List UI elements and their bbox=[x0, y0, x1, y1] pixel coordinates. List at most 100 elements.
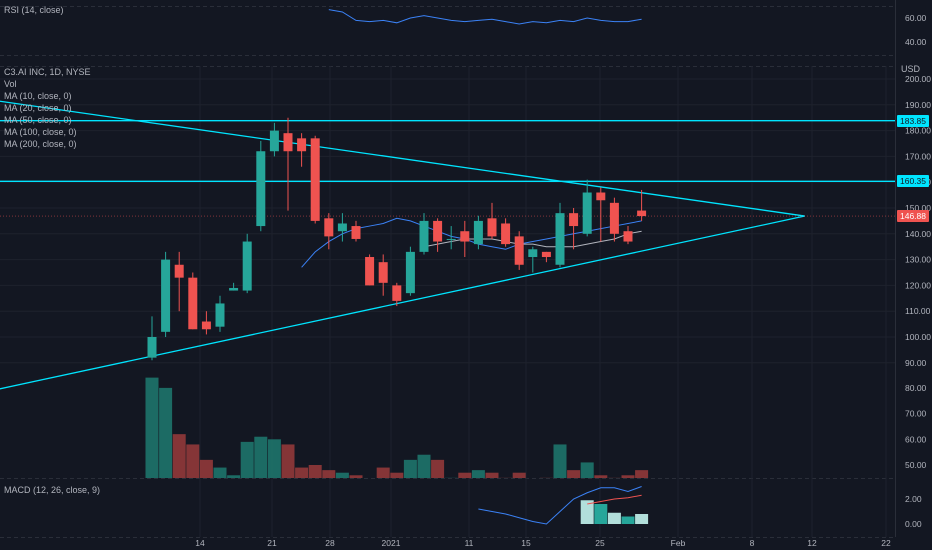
volume-bar bbox=[267, 439, 281, 478]
x-axis-label: 12 bbox=[807, 538, 817, 548]
price-tick-label: 190.00 bbox=[905, 100, 931, 110]
price-tick-label: 120.00 bbox=[905, 280, 931, 290]
candle-body bbox=[351, 226, 361, 239]
candle-body bbox=[310, 138, 320, 221]
price-tick-label: 130.00 bbox=[905, 255, 931, 265]
price-tick-label: 140.00 bbox=[905, 229, 931, 239]
rsi-tick-label: 60.00 bbox=[905, 13, 927, 23]
macd-tick-label: 0.00 bbox=[905, 519, 922, 529]
macd-signal-line bbox=[587, 494, 642, 505]
x-axis-label: 22 bbox=[881, 538, 891, 548]
x-axis-label: 8 bbox=[750, 538, 755, 548]
candle-body bbox=[229, 287, 239, 291]
volume-bar bbox=[145, 377, 159, 478]
trendline-resistance bbox=[0, 100, 805, 217]
macd-histogram-bar bbox=[607, 512, 621, 524]
vol-legend: Vol bbox=[4, 79, 17, 89]
candle-body bbox=[555, 213, 565, 265]
x-axis-label: 2021 bbox=[382, 538, 401, 548]
volume-bar bbox=[431, 459, 445, 478]
volume-bar bbox=[403, 459, 417, 478]
candle-body bbox=[405, 251, 415, 294]
volume-bar bbox=[471, 470, 485, 478]
volume-bar bbox=[390, 472, 404, 478]
candle-body bbox=[147, 337, 157, 358]
volume-bar bbox=[186, 444, 200, 478]
volume-bar bbox=[227, 475, 241, 478]
candle-body bbox=[161, 259, 171, 332]
macd-legend: MACD (12, 26, close, 9) bbox=[4, 485, 101, 495]
candle-body bbox=[609, 202, 619, 234]
candle-body bbox=[188, 277, 198, 330]
candle-body bbox=[283, 133, 293, 152]
volume-bar bbox=[580, 462, 594, 478]
volume-tick-label: 60.00 bbox=[905, 434, 927, 444]
x-axis-label: 25 bbox=[595, 538, 605, 548]
volume-bar bbox=[376, 467, 390, 478]
volume-tick-label: 80.00 bbox=[905, 383, 927, 393]
candle-body bbox=[419, 220, 429, 252]
price-tag-last: 146.88 bbox=[897, 210, 929, 222]
candle-body bbox=[365, 257, 375, 286]
macd-tick-label: 2.00 bbox=[905, 494, 922, 504]
candle-body bbox=[378, 262, 388, 283]
volume-bar bbox=[512, 472, 526, 478]
rsi-tick-label: 40.00 bbox=[905, 37, 927, 47]
candle-body bbox=[256, 151, 266, 227]
currency-label: USD bbox=[900, 64, 920, 74]
candle-body bbox=[392, 285, 402, 301]
macd-histogram-bar bbox=[594, 504, 608, 524]
x-axis-label: 14 bbox=[195, 538, 205, 548]
volume-bar bbox=[308, 465, 322, 478]
price-tick-label: 180.00 bbox=[905, 126, 931, 136]
price-tag-upper-line: 183.85 bbox=[897, 115, 929, 127]
volume-tick-label: 50.00 bbox=[905, 460, 927, 470]
candle-body bbox=[433, 220, 443, 242]
macd-histogram-bar bbox=[621, 516, 635, 524]
candle-body bbox=[596, 192, 606, 201]
candle-body bbox=[514, 236, 524, 265]
price-tick-label: 110.00 bbox=[905, 306, 931, 316]
volume-bar bbox=[635, 470, 649, 478]
symbol-legend: C3.AI INC, 1D, NYSE bbox=[4, 67, 91, 77]
price-tick-label: 170.00 bbox=[905, 151, 931, 161]
candle-body bbox=[460, 231, 470, 242]
macd-histogram-bar bbox=[635, 514, 649, 524]
candle-body bbox=[501, 223, 511, 245]
candle-body bbox=[201, 321, 211, 330]
candle-body bbox=[473, 220, 483, 245]
ma200-legend: MA (200, close, 0) bbox=[4, 139, 77, 149]
ma-line-alt bbox=[423, 230, 642, 248]
price-tick-label: 100.00 bbox=[905, 332, 931, 342]
candle-body bbox=[582, 192, 592, 234]
candle-body bbox=[324, 218, 334, 237]
candle-body bbox=[487, 218, 497, 237]
volume-tick-label: 70.00 bbox=[905, 409, 927, 419]
candle-body bbox=[174, 264, 184, 278]
macd-line bbox=[478, 486, 642, 525]
x-axis-label: Feb bbox=[671, 538, 686, 548]
volume-bar bbox=[295, 467, 309, 478]
volume-bar bbox=[322, 470, 336, 478]
ma100-legend: MA (100, close, 0) bbox=[4, 127, 77, 137]
candle-body bbox=[637, 210, 647, 217]
rsi-line bbox=[328, 9, 642, 25]
candle-body bbox=[623, 231, 633, 242]
x-axis-label: 15 bbox=[521, 538, 531, 548]
volume-bar bbox=[349, 475, 363, 478]
candle-body bbox=[215, 303, 225, 327]
volume-bar bbox=[417, 454, 431, 478]
x-axis-label: 21 bbox=[267, 538, 277, 548]
rsi-legend: RSI (14, close) bbox=[4, 5, 64, 15]
x-axis-label: 28 bbox=[325, 538, 335, 548]
volume-bar bbox=[199, 459, 213, 478]
candle-body bbox=[269, 130, 279, 152]
candle-body bbox=[337, 223, 347, 232]
x-axis-label: 11 bbox=[465, 538, 474, 548]
volume-bar bbox=[213, 467, 227, 478]
price-tick-label: 150.00 bbox=[905, 203, 931, 213]
candle-body bbox=[541, 251, 551, 258]
candle-body bbox=[242, 241, 252, 291]
